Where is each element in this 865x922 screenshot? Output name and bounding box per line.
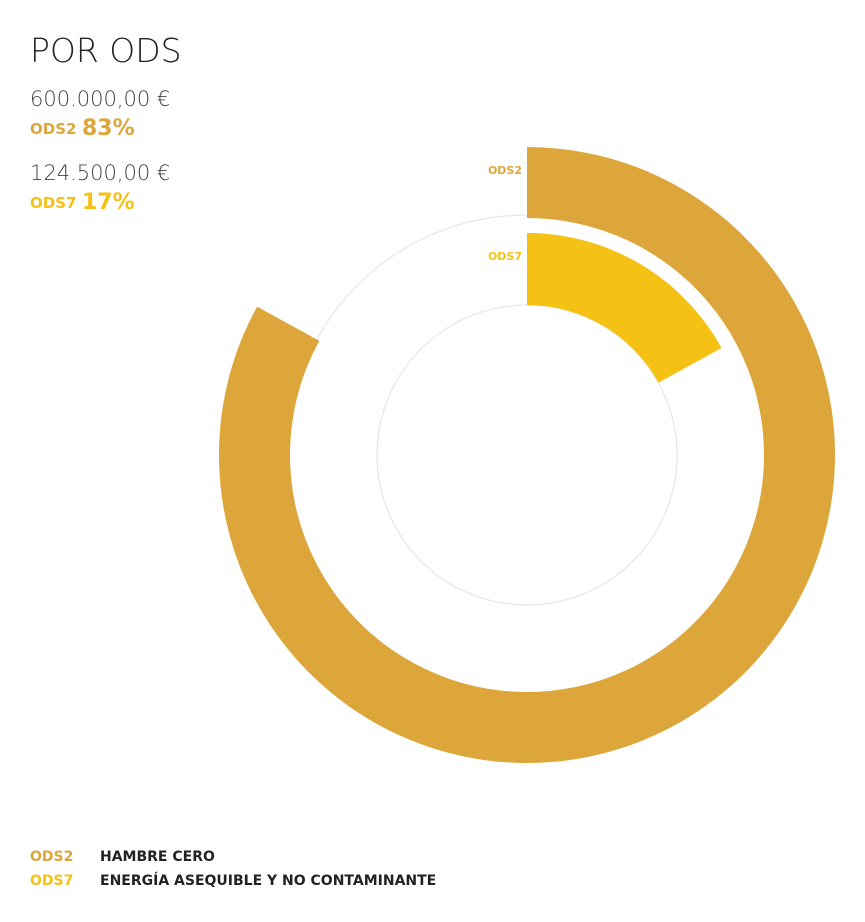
value-label: 17% <box>82 190 135 215</box>
legend-name: ODS7 <box>30 873 73 889</box>
amount-label: 600.000,00 € <box>30 87 170 111</box>
ring-track <box>376 304 678 606</box>
legend-description: HAMBRE CERO <box>100 849 215 865</box>
amount-label: 124.500,00 € <box>30 161 170 185</box>
series-name: ODS7 <box>30 194 76 212</box>
legend-name: ODS2 <box>30 849 73 865</box>
ring-label: ODS7 <box>488 250 522 263</box>
radial-bar <box>527 233 722 383</box>
value-label: 83% <box>82 116 135 141</box>
series-name: ODS2 <box>30 120 76 138</box>
chart-title: POR ODS <box>30 31 182 70</box>
legend-description: ENERGÍA ASEQUIBLE Y NO CONTAMINANTE <box>100 872 436 889</box>
radial-bar <box>218 147 835 763</box>
ring-label: ODS2 <box>488 164 522 177</box>
